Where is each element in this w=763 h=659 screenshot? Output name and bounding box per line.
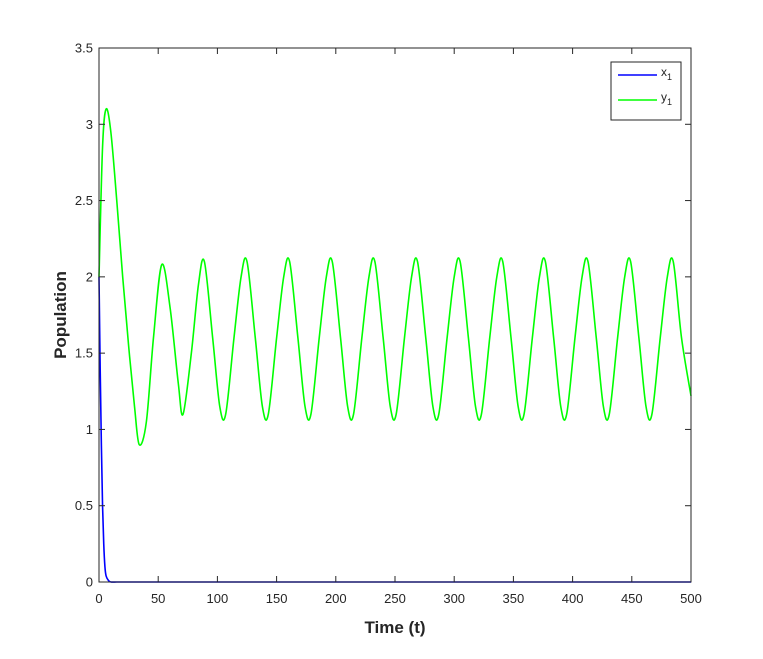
legend-box	[610, 61, 682, 121]
x-tick-label: 300	[443, 591, 465, 606]
x-tick-label: 350	[503, 591, 525, 606]
x-tick-label: 200	[325, 591, 347, 606]
y-tick-label: 1	[86, 422, 93, 437]
legend-label-main: y	[661, 90, 667, 104]
x-tick-label: 100	[207, 591, 229, 606]
legend-label-subscript: 1	[667, 97, 672, 107]
legend-label-x1: x1	[661, 65, 672, 82]
plot-area-background	[99, 48, 691, 582]
x-tick-label: 50	[151, 591, 165, 606]
y-tick-label: 2.5	[75, 193, 93, 208]
y-tick-label: 2	[86, 269, 93, 284]
y-tick-label: 3	[86, 117, 93, 132]
y-tick-label: 3.5	[75, 41, 93, 56]
x-tick-label: 250	[384, 591, 406, 606]
x-tick-label: 150	[266, 591, 288, 606]
series-line-y1	[98, 107, 692, 446]
legend-label-subscript: 1	[667, 72, 672, 82]
tick-layer: 0 50 100 150 200 250 300 350 400 450 500 0 0.5 1 1.5 2 2…	[75, 41, 702, 607]
x-axis-label: Time (t)	[364, 618, 425, 637]
y-tick-label: 0.5	[75, 498, 93, 513]
x-tick-label: 0	[95, 591, 102, 606]
legend-label-main: x	[661, 65, 667, 79]
legend-label-y1: y1	[661, 90, 672, 107]
y-axis-label: Population	[51, 271, 70, 359]
x-tick-label: 400	[562, 591, 584, 606]
y-tick-label: 1.5	[75, 346, 93, 361]
y-tick-label: 0	[86, 575, 93, 590]
x-tick-label: 500	[680, 591, 702, 606]
x-tick-label: 450	[621, 591, 643, 606]
